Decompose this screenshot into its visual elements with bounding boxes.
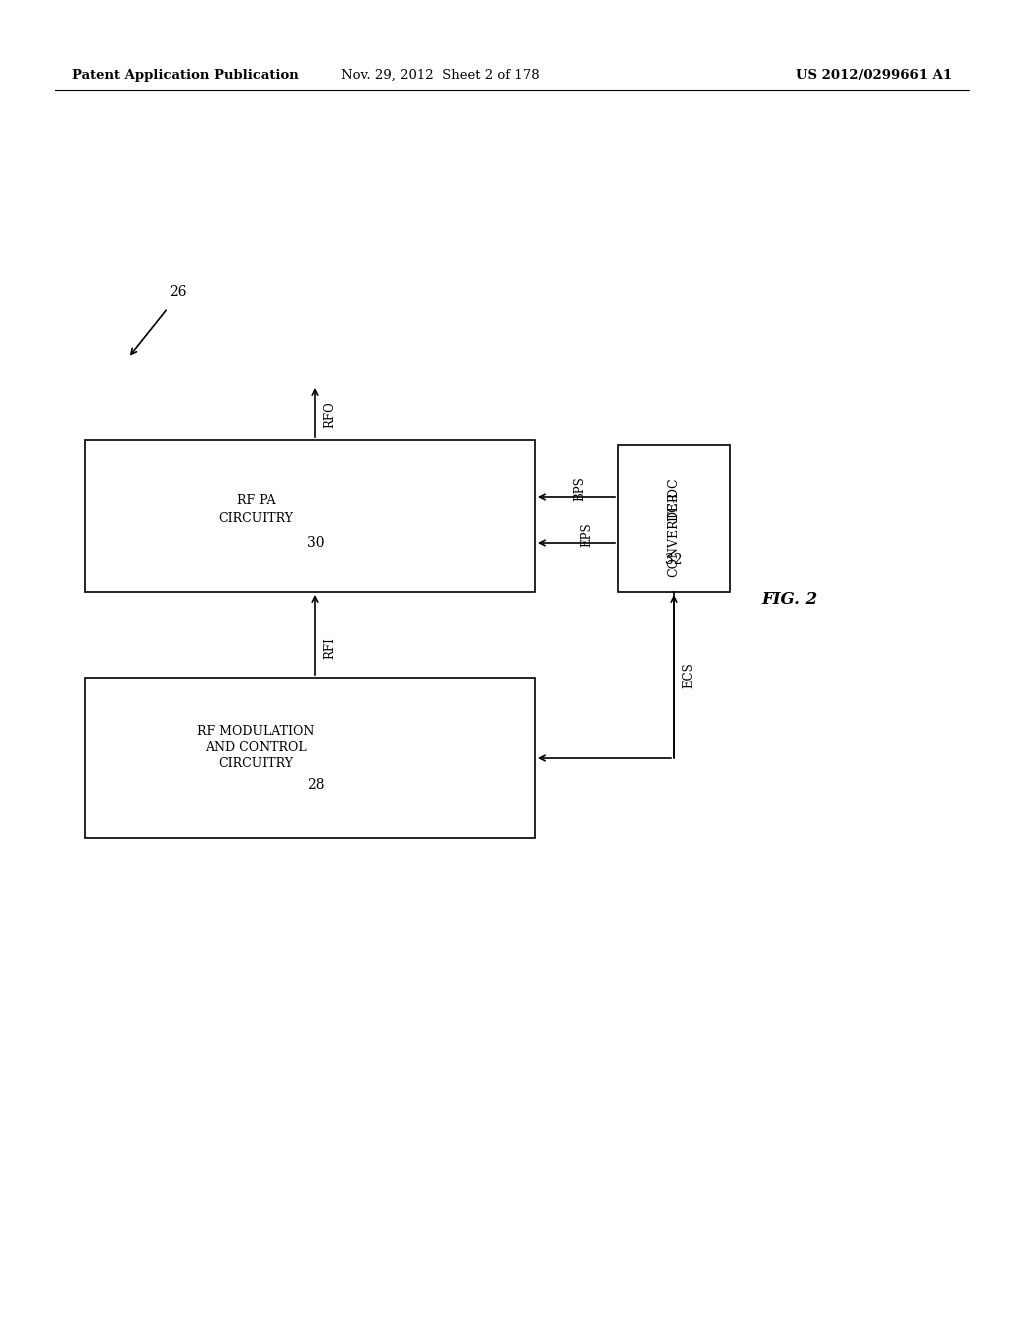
Text: 28: 28: [307, 779, 325, 792]
Text: ECS: ECS: [682, 663, 695, 688]
Text: EPS: EPS: [580, 523, 593, 548]
Text: CONVERTER: CONVERTER: [668, 492, 681, 577]
Text: 26: 26: [169, 285, 186, 300]
Text: 32: 32: [666, 553, 683, 566]
Bar: [85, 440, 535, 591]
Text: CIRCUITRY: CIRCUITRY: [218, 756, 294, 770]
Text: AND CONTROL: AND CONTROL: [205, 741, 307, 754]
Text: DC-DC: DC-DC: [668, 477, 681, 520]
Text: RF PA: RF PA: [237, 494, 275, 507]
Text: RF MODULATION: RF MODULATION: [198, 725, 314, 738]
Text: BPS: BPS: [573, 477, 587, 502]
Text: CIRCUITRY: CIRCUITRY: [218, 512, 294, 525]
Text: Patent Application Publication: Patent Application Publication: [72, 69, 299, 82]
Bar: [85, 678, 535, 838]
Bar: [618, 445, 730, 591]
Text: RFO: RFO: [323, 401, 336, 429]
Text: US 2012/0299661 A1: US 2012/0299661 A1: [796, 69, 952, 82]
Text: FIG. 2: FIG. 2: [762, 591, 818, 609]
Text: Nov. 29, 2012  Sheet 2 of 178: Nov. 29, 2012 Sheet 2 of 178: [341, 69, 540, 82]
Text: 30: 30: [307, 536, 325, 550]
Text: RFI: RFI: [323, 638, 336, 659]
